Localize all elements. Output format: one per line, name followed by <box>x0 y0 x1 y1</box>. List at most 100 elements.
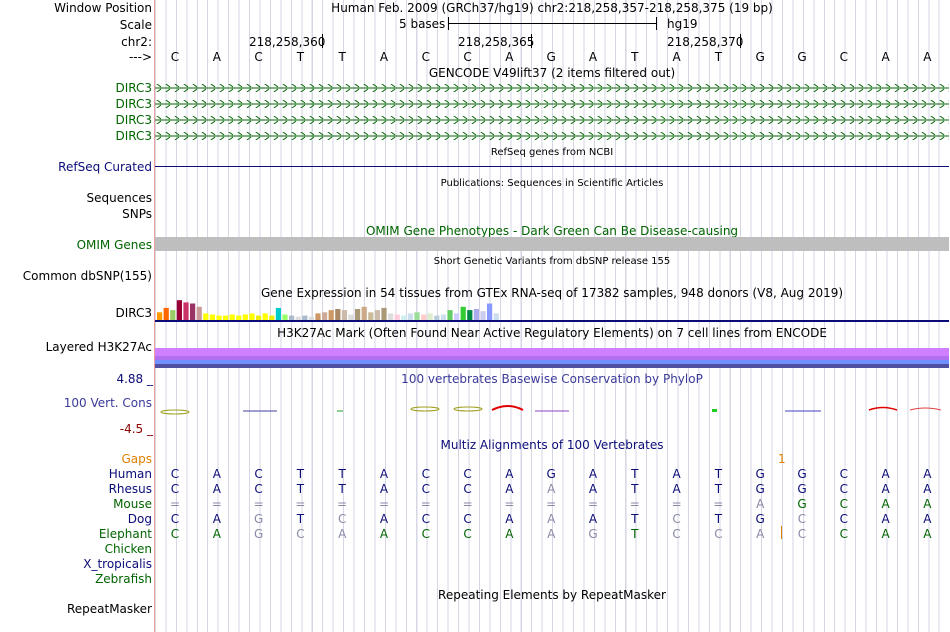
base-8: C <box>463 50 472 64</box>
gaps-label[interactable]: Gaps <box>121 452 152 466</box>
base-5: T <box>338 50 346 64</box>
phylop-label[interactable]: 100 Vert. Cons <box>63 396 152 410</box>
gtex-bar-6 <box>190 303 196 320</box>
aligned-base: C <box>421 512 430 526</box>
gtex-bar-3 <box>170 310 176 320</box>
gtex-bar-35 <box>381 307 387 320</box>
gtex-bar-1 <box>157 312 163 320</box>
snps-label[interactable]: SNPs <box>122 207 152 221</box>
gencode-item-1[interactable]: DIRC3 <box>115 81 152 95</box>
gtex-bar-32 <box>361 306 367 320</box>
aligned-base: A <box>923 527 932 541</box>
h3k27ac-layer-navy <box>155 364 949 368</box>
dbsnp-label[interactable]: Common dbSNP(155) <box>22 269 152 283</box>
gencode-transcript-2 <box>155 100 949 108</box>
aligned-base: A <box>505 467 514 481</box>
aligned-base: T <box>714 467 723 481</box>
aligned-base: A <box>756 527 765 541</box>
aligned-base: A <box>881 512 890 526</box>
scale-bar <box>448 23 656 24</box>
aligned-base: A <box>881 527 890 541</box>
assembly-label: hg19 <box>667 17 698 31</box>
species-label-chicken[interactable]: Chicken <box>104 542 152 556</box>
gtex-bar-5 <box>183 302 189 320</box>
repeatmasker-title: Repeating Elements by RepeatMasker <box>438 588 666 602</box>
aligned-base: A <box>756 497 765 511</box>
species-label-elephant[interactable]: Elephant <box>98 527 152 541</box>
base-9: A <box>505 50 514 64</box>
base-11: A <box>588 50 598 64</box>
gtex-expression-bars[interactable] <box>155 299 949 322</box>
aligned-base: = <box>504 497 515 511</box>
base-7: C <box>421 50 430 64</box>
species-label-zebrafish[interactable]: Zebrafish <box>95 572 152 586</box>
species-label-human[interactable]: Human <box>108 467 152 481</box>
aligned-base: = <box>378 497 390 511</box>
gtex-bar-13 <box>236 315 242 320</box>
scale-bar-right-tick <box>656 17 657 30</box>
aligned-base: A <box>588 467 598 481</box>
sequences-label[interactable]: Sequences <box>86 191 152 205</box>
gtex-bar-48 <box>467 310 473 320</box>
aligned-base: T <box>631 467 639 481</box>
aligned-base: C <box>421 467 430 481</box>
aligned-base: T <box>714 512 723 526</box>
h3k27ac-label[interactable]: Layered H3K27Ac <box>45 340 152 354</box>
gtex-bar-43 <box>434 315 440 320</box>
gtex-bar-31 <box>355 309 361 320</box>
gencode-item-2[interactable]: DIRC3 <box>115 97 152 111</box>
gtex-gene-label[interactable]: DIRC3 <box>115 306 152 320</box>
aligned-base: A <box>505 512 514 526</box>
aligned-base: = <box>253 497 264 511</box>
species-label-x-tropicalis[interactable]: X_tropicalis <box>83 557 152 571</box>
h3k27ac-signal[interactable] <box>155 348 949 368</box>
base-19: A <box>923 50 932 64</box>
coord-3-tick <box>740 34 741 48</box>
gtex-bar-17 <box>262 313 268 320</box>
publications-title: Publications: Sequences in Scientific Ar… <box>440 178 664 189</box>
gencode-transcripts[interactable] <box>155 80 949 144</box>
species-label-rhesus[interactable]: Rhesus <box>108 482 152 496</box>
aligned-base: A <box>881 482 890 496</box>
omim-title: OMIM Gene Phenotypes - Dark Green Can Be… <box>365 224 739 238</box>
aligned-base: A <box>881 467 890 481</box>
aligned-base: = <box>295 497 306 511</box>
refseq-gene-line[interactable] <box>155 166 949 167</box>
gencode-item-4[interactable]: DIRC3 <box>115 129 152 143</box>
omim-gene-bar[interactable] <box>155 237 949 251</box>
aligned-base: A <box>338 527 347 541</box>
gtex-bar-7 <box>196 306 202 320</box>
gtex-bar-33 <box>368 312 374 320</box>
gencode-transcript-1 <box>155 84 949 92</box>
species-label-mouse[interactable]: Mouse <box>113 497 152 511</box>
aligned-base: T <box>631 482 639 496</box>
aligned-base: C <box>463 467 472 481</box>
coord-2: 218,258,365 <box>458 35 535 49</box>
base-17: C <box>839 50 848 64</box>
aligned-base: C <box>839 497 848 511</box>
gtex-bar-36 <box>388 313 394 320</box>
aligned-base: A <box>881 497 890 511</box>
aligned-base: = <box>587 497 599 511</box>
species-label-dog[interactable]: Dog <box>127 512 152 526</box>
phylop-wiggle[interactable] <box>155 400 949 420</box>
aligned-base: A <box>923 467 932 481</box>
aligned-base: C <box>337 512 347 526</box>
aligned-base: = <box>169 497 181 511</box>
aligned-base: A <box>212 527 221 541</box>
aligned-base: A <box>588 482 598 496</box>
aligned-base: G <box>755 512 765 526</box>
gencode-item-3[interactable]: DIRC3 <box>115 113 152 127</box>
refseq-label[interactable]: RefSeq Curated <box>58 160 152 174</box>
phylop-signal-11 <box>909 407 942 411</box>
gtex-bar-42 <box>427 313 433 320</box>
gtex-title: Gene Expression in 54 tissues from GTEx … <box>260 286 844 300</box>
window-position-label: Window Position <box>54 1 152 15</box>
gtex-bar-37 <box>394 314 400 320</box>
base-6: A <box>379 50 389 64</box>
omim-label[interactable]: OMIM Genes <box>76 238 152 252</box>
repeatmasker-label[interactable]: RepeatMasker <box>66 602 152 616</box>
aligned-base: T <box>296 467 305 481</box>
gtex-bar-19 <box>275 307 281 320</box>
h3k27ac-title: H3K27Ac Mark (Often Found Near Active Re… <box>277 326 827 340</box>
